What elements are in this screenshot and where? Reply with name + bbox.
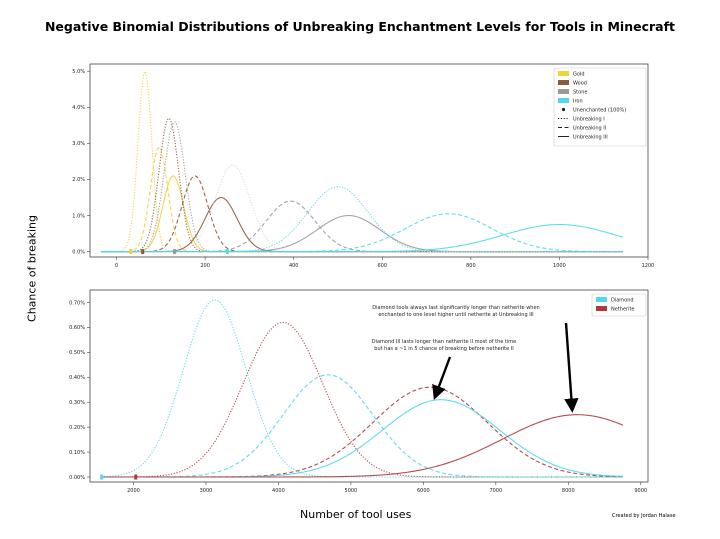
x-tick-label: 800 (466, 263, 476, 269)
plot-frame (89, 63, 649, 258)
unenchanted-marker (225, 249, 229, 255)
y-tick-label: 0.70% (69, 300, 85, 306)
y-tick-label: 2.0% (72, 177, 85, 183)
legend-swatch (558, 89, 569, 94)
y-tick-label: 3.0% (72, 141, 85, 147)
series-curve (101, 164, 623, 253)
legend: Gold Wood Stone Iron Unenchanted (100%) Unbre… (553, 67, 647, 147)
legend-swatch (596, 297, 607, 302)
x-tick-label: 1000 (553, 263, 566, 269)
x-tick-label: 600 (378, 263, 388, 269)
series-curve (101, 196, 623, 253)
legend-label: Diamond (611, 298, 634, 304)
series-curve (101, 200, 623, 253)
plot-frame (89, 289, 649, 483)
y-tick-label: 0.60% (69, 325, 85, 331)
legend-swatch (558, 80, 569, 85)
annotation-text: Diamond III lasts longer than netherite … (372, 339, 517, 345)
series-curve (101, 414, 624, 478)
x-tick-label: 2000 (127, 488, 140, 494)
x-tick-label: 200 (200, 263, 210, 269)
y-tick-label: 0.50% (69, 350, 85, 356)
chart-title: Negative Binomial Distributions of Unbre… (44, 19, 676, 34)
y-tick-label: 0.40% (69, 375, 85, 381)
annotation-text: enchanted to one level higher until neth… (378, 312, 533, 318)
series-curve (101, 223, 624, 253)
unenchanted-marker (173, 249, 177, 255)
series-curve (101, 399, 623, 478)
series-curve (101, 386, 623, 478)
chart-panel-1: 0 200 400 600 800 1000 1200 0.0% 1.0% 2.0% 3.0% 4.0… (72, 63, 655, 269)
series-curve (101, 146, 623, 253)
y-tick-label: 5.0% (72, 69, 85, 75)
legend-label: Unbreaking II (573, 126, 606, 132)
y-tick-label: 0.30% (69, 400, 85, 406)
legend-swatch (596, 306, 607, 311)
y-tick-label: 0.0% (72, 249, 85, 255)
x-tick-label: 0 (115, 263, 118, 269)
series-curve (101, 69, 623, 253)
x-tick-label: 7000 (489, 488, 502, 494)
annotation-arrow (564, 322, 579, 413)
series-curve (101, 117, 623, 253)
annotation-text: but has a ~1 in 5 chance of breaking bef… (374, 346, 513, 352)
x-tick-label: 5000 (345, 488, 358, 494)
chart-panel-2: 2000 3000 4000 5000 6000 7000 8000 9000 0.00% 0.1… (69, 289, 649, 494)
legend-label: Iron (573, 99, 583, 105)
y-tick-label: 0.10% (69, 450, 85, 456)
legend-label: Netherite (611, 307, 635, 313)
unenchanted-marker (134, 474, 138, 480)
x-axis-label: Number of tool uses (300, 508, 412, 521)
y-tick-label: 1.0% (72, 213, 85, 219)
legend-marker (561, 107, 566, 112)
x-tick-label: 1200 (642, 263, 655, 269)
x-tick-label: 400 (289, 263, 299, 269)
legend: Diamond Netherite (591, 293, 647, 317)
y-tick-label: 0.20% (69, 425, 85, 431)
x-tick-label: 6000 (417, 488, 430, 494)
x-tick-label: 9000 (634, 488, 647, 494)
legend-swatch (558, 98, 569, 103)
legend-label: Stone (573, 90, 587, 96)
series-curve (101, 321, 623, 478)
legend-label: Gold (573, 72, 585, 78)
series-curve (101, 299, 623, 478)
credit-text: Created by Jordan Halase (612, 513, 676, 519)
legend-swatch (558, 71, 569, 76)
series-curve (101, 374, 623, 478)
legend-label: Unbreaking III (573, 135, 608, 141)
legend-label: Wood (573, 81, 587, 87)
legend-label: Unenchanted (100%) (573, 108, 626, 114)
x-tick-label: 3000 (200, 488, 213, 494)
unenchanted-marker (129, 249, 133, 255)
y-tick-label: 4.0% (72, 105, 85, 111)
annotation-text: Diamond tools always last significantly … (372, 305, 539, 311)
legend-label: Unbreaking I (573, 117, 605, 123)
unenchanted-marker (100, 474, 104, 480)
x-tick-label: 4000 (272, 488, 285, 494)
x-tick-label: 8000 (562, 488, 575, 494)
annotation-arrow (432, 356, 452, 400)
unenchanted-marker (141, 249, 145, 255)
y-tick-label: 0.00% (69, 475, 85, 481)
